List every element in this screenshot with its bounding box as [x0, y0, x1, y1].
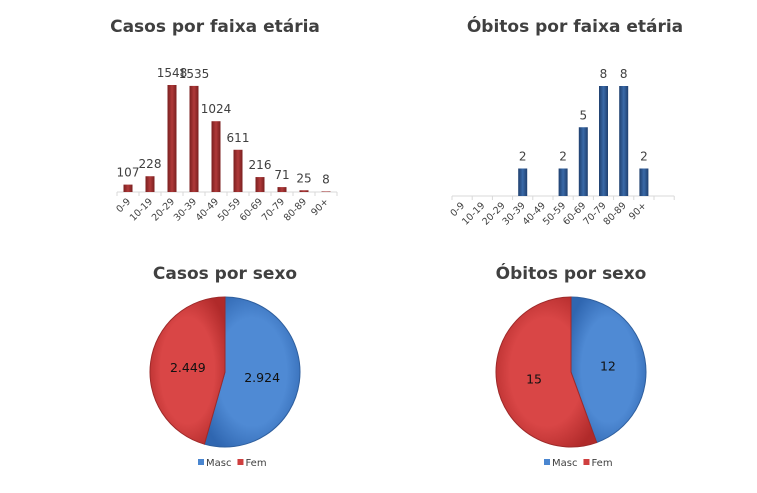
legend-swatch-masc — [544, 459, 550, 465]
data-label: 228 — [139, 157, 162, 171]
data-label: 611 — [227, 131, 250, 145]
data-label: 8 — [600, 67, 608, 81]
data-label: 8 — [322, 172, 330, 186]
data-label: 25 — [296, 171, 311, 185]
tick-label: 50-59 — [216, 196, 243, 223]
legend-swatch-masc — [198, 459, 204, 465]
slice-label: 15 — [526, 372, 542, 387]
data-label: 71 — [274, 168, 289, 182]
tick-label: 60-69 — [238, 196, 265, 223]
data-label: 2 — [519, 150, 527, 164]
bar-60-69 — [578, 127, 588, 196]
data-label: 8 — [620, 67, 628, 81]
tick-label: 80-89 — [602, 200, 629, 227]
data-label: 1535 — [179, 67, 210, 81]
bar-90+ — [321, 191, 331, 192]
bar-70-79 — [277, 187, 287, 192]
legend-label: Masc — [206, 458, 231, 469]
bar-80-89 — [619, 86, 629, 196]
bar-chart-0: Casos por faixa etária1070-922810-191548… — [110, 17, 338, 224]
tick-label: 90+ — [309, 196, 331, 218]
chart-title: Óbitos por faixa etária — [467, 15, 683, 37]
legend-label: Fem — [591, 458, 612, 469]
bar-90+ — [639, 168, 649, 196]
tick-label: 70-79 — [260, 196, 287, 223]
tick-label: 90+ — [627, 200, 649, 222]
data-label: 2 — [640, 150, 648, 164]
bar-30-39 — [518, 168, 528, 196]
bar-80-89 — [299, 190, 309, 192]
slice-label: 12 — [600, 358, 616, 373]
data-label: 216 — [249, 158, 272, 172]
tick-label: 20-29 — [150, 196, 177, 223]
pie-chart-2: Casos por sexo 2.924 2.449 Masc Fem — [149, 264, 301, 469]
legend-swatch-fem — [237, 459, 244, 465]
tick-label: 80-89 — [282, 196, 309, 223]
bar-50-59 — [233, 149, 243, 192]
legend-label: Fem — [245, 458, 266, 469]
bar-30-39 — [189, 85, 199, 192]
bar-60-69 — [255, 177, 265, 192]
pie-slice-masc — [570, 296, 647, 444]
tick-label: 40-49 — [194, 196, 221, 223]
slice-label: 2.449 — [170, 360, 206, 375]
chart-title: Casos por sexo — [153, 264, 297, 284]
data-label: 1548 — [157, 66, 188, 80]
bar-50-59 — [558, 168, 568, 196]
data-label: 107 — [117, 166, 140, 180]
pie-slice-fem — [495, 296, 598, 448]
pie-slice-fem — [149, 296, 226, 445]
bar-20-29 — [167, 85, 177, 192]
tick-label: 30-39 — [172, 196, 199, 223]
pie-slice-masc — [203, 296, 301, 448]
bar-0-9 — [123, 184, 133, 192]
data-label: 5 — [579, 108, 587, 122]
chart-title: Óbitos por sexo — [496, 262, 647, 284]
chart-title: Casos por faixa etária — [110, 17, 320, 37]
legend-swatch-fem — [583, 459, 590, 465]
tick-label: 10-19 — [128, 196, 155, 223]
data-label: 2 — [559, 150, 567, 164]
bar-10-19 — [145, 176, 155, 192]
bar-70-79 — [599, 86, 608, 196]
pie-chart-3: Óbitos por sexo 12 15 Masc Fem — [495, 262, 647, 469]
legend-label: Masc — [552, 458, 577, 469]
bar-chart-1: Óbitos por faixa etária0-910-1920-29230-… — [448, 15, 683, 228]
data-label: 1024 — [201, 102, 232, 116]
slice-label: 2.924 — [244, 370, 280, 385]
bar-40-49 — [211, 121, 221, 192]
